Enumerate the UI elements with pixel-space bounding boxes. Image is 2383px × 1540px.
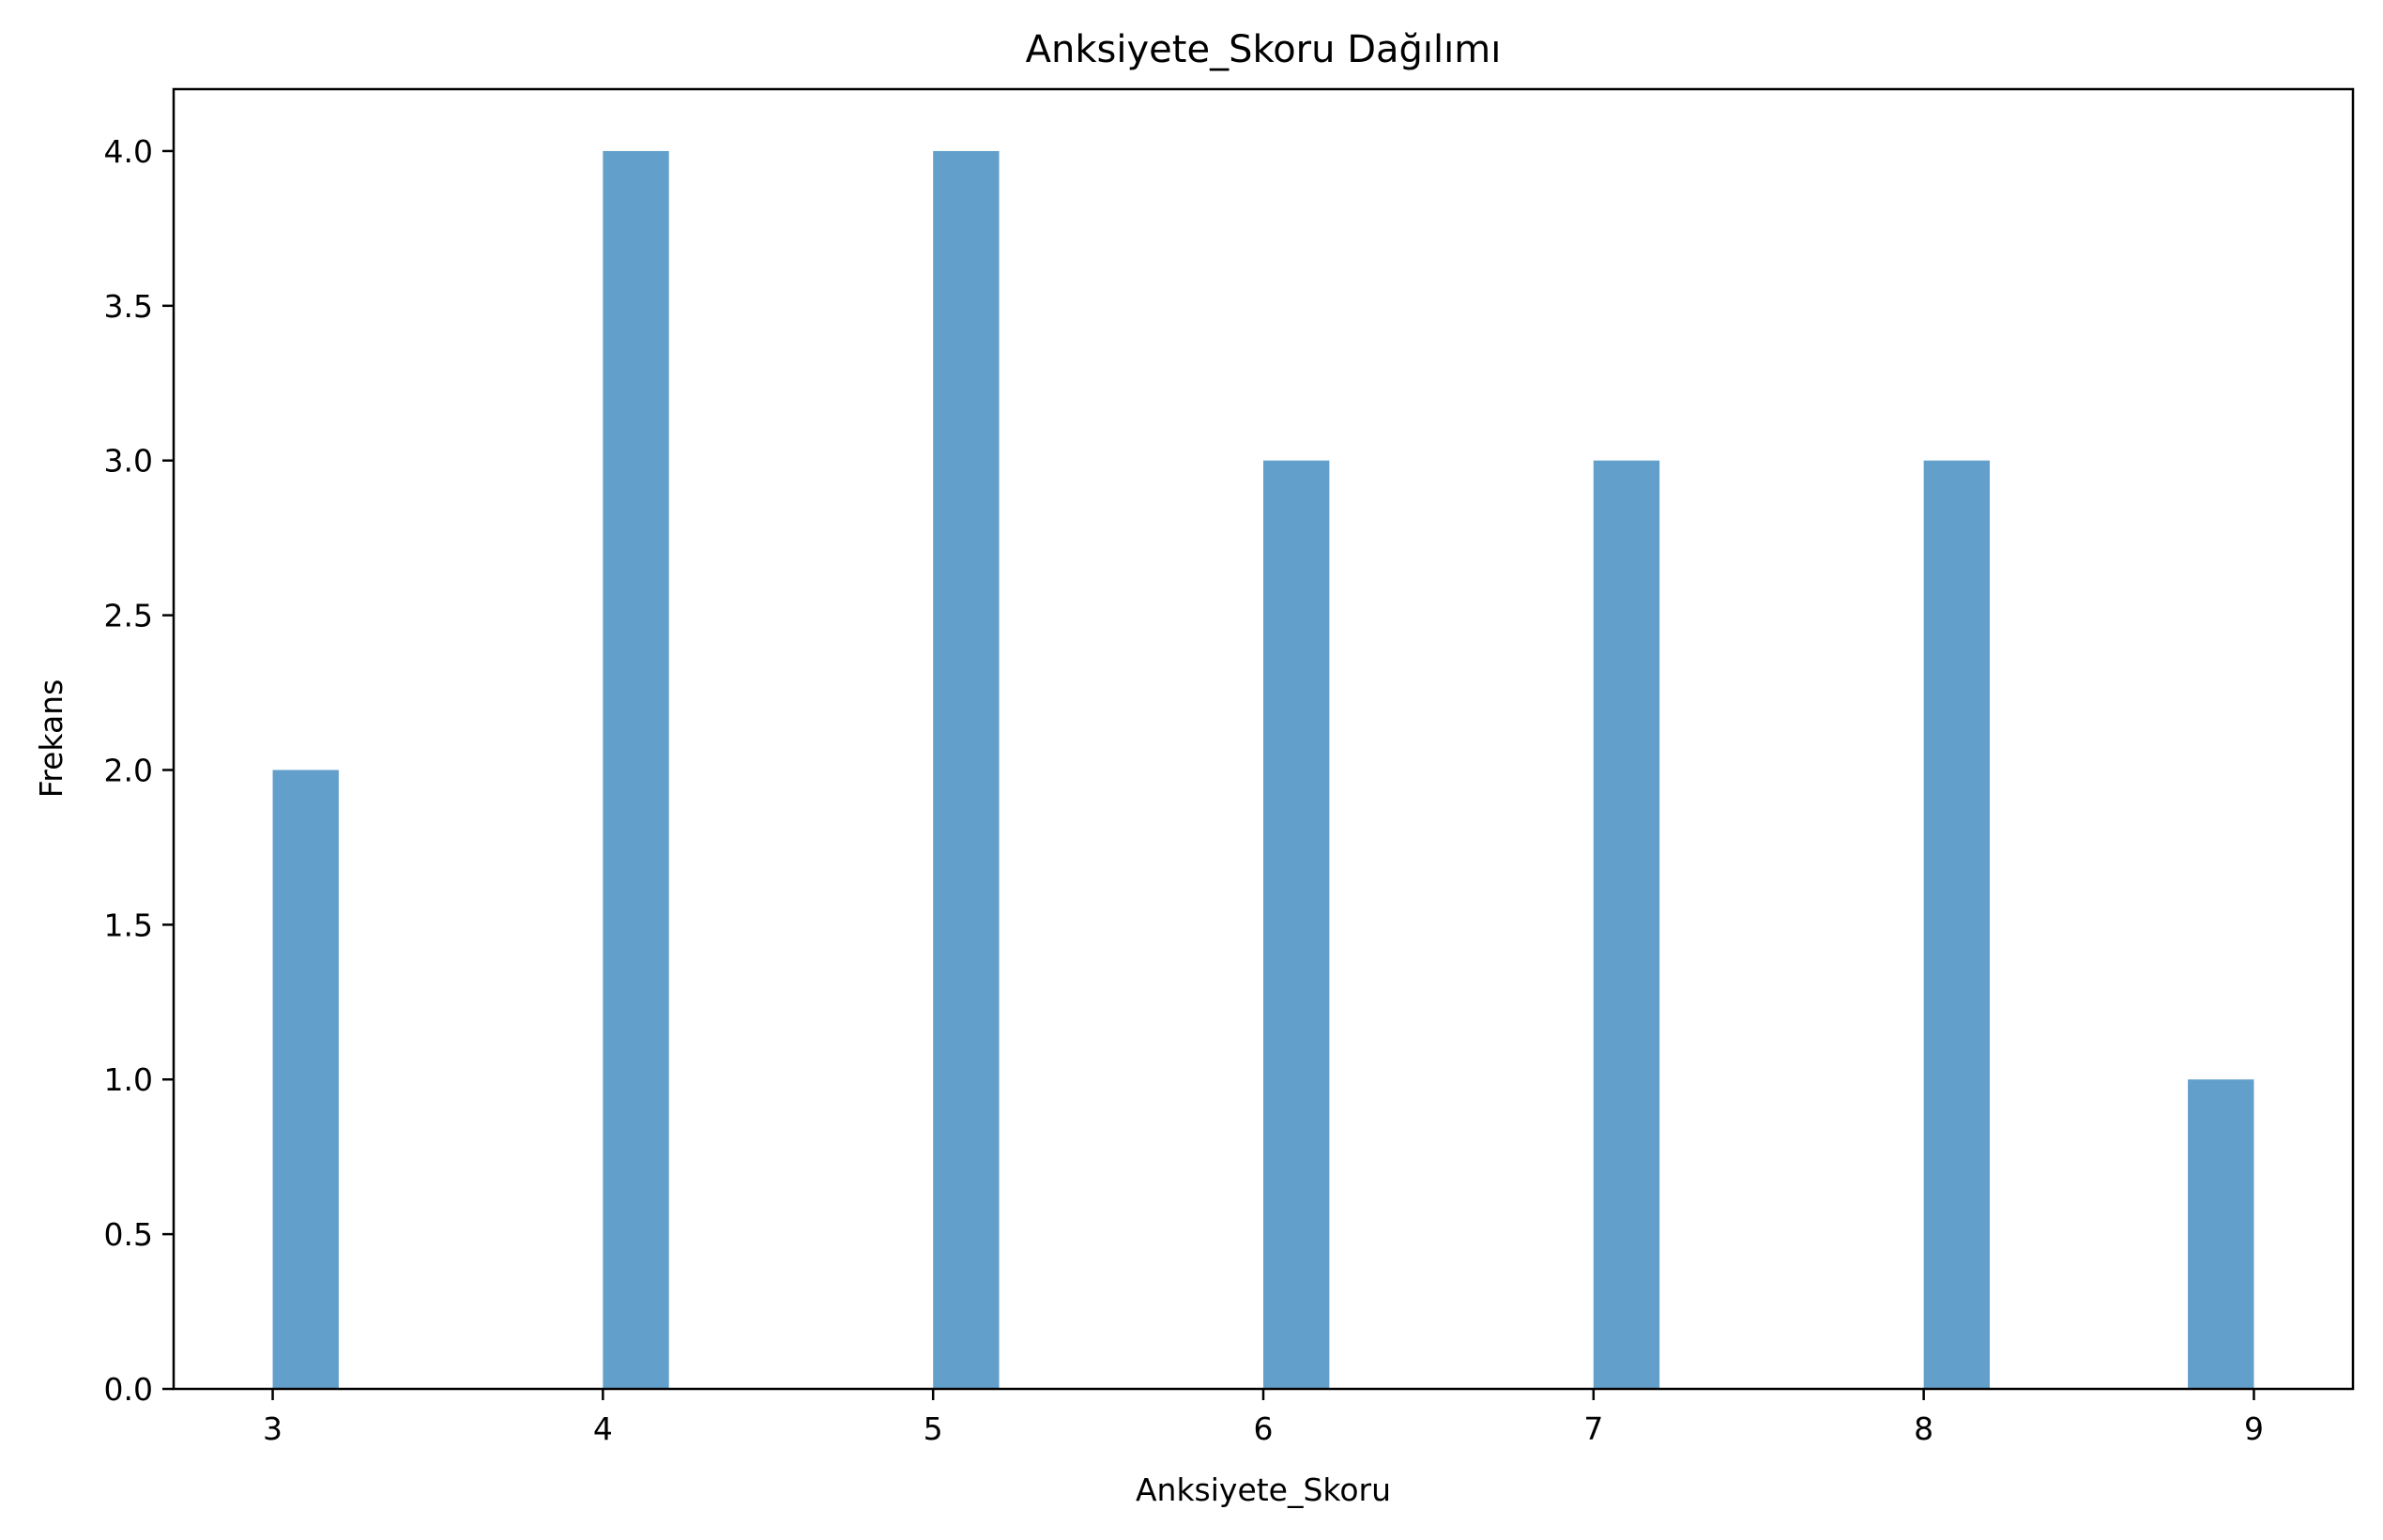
x-tick-label: 9 — [2244, 1410, 2264, 1447]
bars-group — [272, 150, 2254, 1389]
x-tick-label: 8 — [1914, 1410, 1933, 1447]
x-tick-label: 5 — [924, 1410, 943, 1447]
bar-6 — [2188, 1079, 2254, 1389]
bar-5 — [1923, 460, 1990, 1389]
x-tick-label: 3 — [263, 1410, 283, 1447]
x-axis-label: Anksiyete_Skoru — [1136, 1471, 1391, 1508]
y-axis: 0.0 0.5 1.0 1.5 2.0 2.5 3.0 3.5 4.0 — [104, 133, 174, 1408]
bar-4 — [1593, 460, 1660, 1389]
y-tick-label: 0.0 — [104, 1371, 153, 1408]
y-tick-label: 3.5 — [104, 288, 153, 325]
chart-title: Anksiyete_Skoru Dağılımı — [1026, 28, 1502, 71]
x-tick-label: 4 — [593, 1410, 613, 1447]
bar-0 — [272, 770, 339, 1389]
y-tick-label: 3.0 — [104, 443, 153, 480]
bar-3 — [1263, 460, 1330, 1389]
bar-1 — [603, 150, 669, 1389]
y-axis-label: Frekans — [33, 679, 69, 799]
x-tick-label: 7 — [1583, 1410, 1603, 1447]
y-tick-label: 2.0 — [104, 752, 153, 788]
x-tick-label: 6 — [1254, 1410, 1274, 1447]
x-axis: 3 4 5 6 7 8 9 — [263, 1389, 2264, 1447]
y-tick-label: 0.5 — [104, 1216, 153, 1253]
bar-2 — [933, 150, 1000, 1389]
y-tick-label: 2.5 — [104, 598, 153, 634]
y-tick-label: 1.5 — [104, 907, 153, 943]
y-tick-label: 4.0 — [104, 133, 153, 170]
y-tick-label: 1.0 — [104, 1061, 153, 1098]
